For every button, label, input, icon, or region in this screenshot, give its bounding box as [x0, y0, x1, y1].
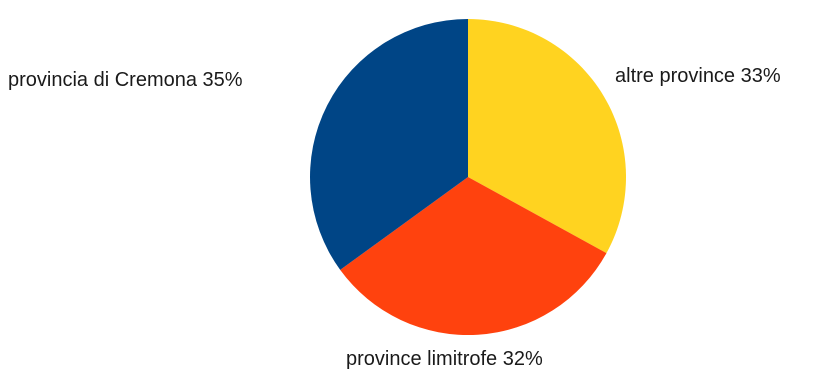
slice-label-altre-province: altre province 33% [615, 65, 781, 87]
pie-slice-altre-province [468, 19, 627, 254]
slice-label-province-limitrofe: province limitrofe 32% [346, 348, 543, 370]
pie-labels: altre province 33% province limitrofe 32… [8, 65, 781, 370]
pie-slice-province-limitrofe [340, 177, 607, 336]
pie-slices [310, 19, 627, 336]
pie-slice-provincia-di-cremona [310, 19, 468, 270]
slice-label-provincia-di-cremona: provincia di Cremona 35% [8, 69, 243, 91]
